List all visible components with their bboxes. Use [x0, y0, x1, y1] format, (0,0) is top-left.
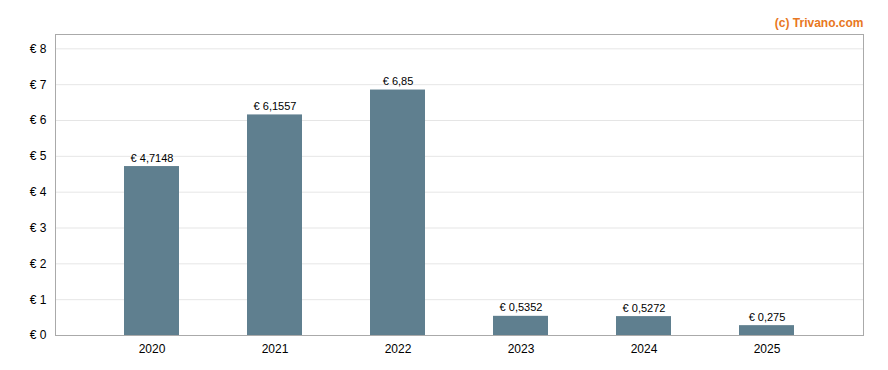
- svg-text:€ 7: € 7: [30, 78, 47, 92]
- svg-text:€ 5: € 5: [30, 149, 47, 163]
- svg-text:€ 2: € 2: [30, 257, 47, 271]
- svg-text:€ 8: € 8: [30, 42, 47, 56]
- svg-text:€ 3: € 3: [30, 221, 47, 235]
- svg-text:€ 4,7148: € 4,7148: [131, 152, 174, 164]
- svg-text:€ 6,85: € 6,85: [383, 75, 414, 87]
- svg-text:€ 0,275: € 0,275: [749, 311, 786, 323]
- svg-text:2021: 2021: [262, 342, 289, 356]
- svg-text:€ 6: € 6: [30, 113, 47, 127]
- svg-text:(c) Trivano.com: (c) Trivano.com: [775, 16, 864, 30]
- svg-text:2023: 2023: [508, 342, 535, 356]
- svg-text:€ 0,5272: € 0,5272: [623, 302, 666, 314]
- svg-text:2024: 2024: [631, 342, 658, 356]
- svg-text:€ 1: € 1: [30, 293, 47, 307]
- svg-text:2025: 2025: [754, 342, 781, 356]
- svg-text:€ 4: € 4: [30, 185, 47, 199]
- svg-text:2020: 2020: [139, 342, 166, 356]
- svg-text:€ 0,5352: € 0,5352: [500, 301, 543, 313]
- svg-text:2022: 2022: [385, 342, 412, 356]
- svg-text:€ 0: € 0: [30, 328, 47, 342]
- svg-text:€ 6,1557: € 6,1557: [254, 100, 297, 112]
